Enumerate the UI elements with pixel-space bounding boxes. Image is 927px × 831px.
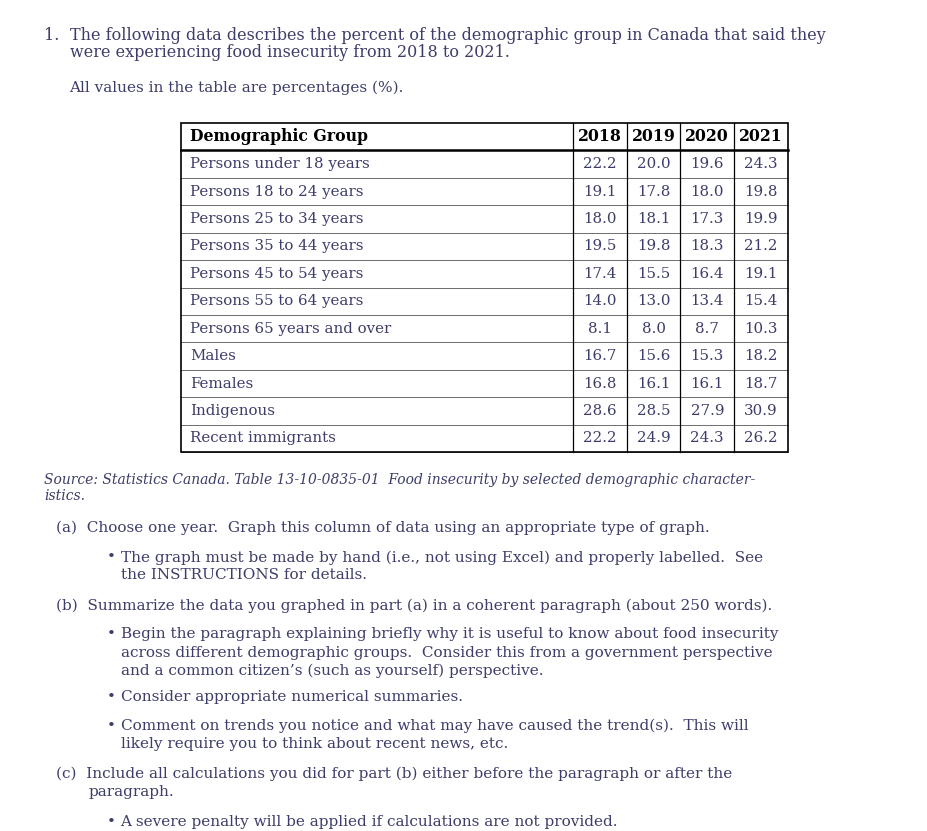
Text: (b)  Summarize the data you graphed in part (a) in a coherent paragraph (about 2: (b) Summarize the data you graphed in pa… [56, 598, 772, 612]
Text: 17.8: 17.8 [637, 184, 670, 199]
Text: 20.0: 20.0 [637, 157, 670, 171]
Text: 28.5: 28.5 [637, 404, 670, 418]
Text: Persons 35 to 44 years: Persons 35 to 44 years [190, 239, 363, 253]
Text: Persons 18 to 24 years: Persons 18 to 24 years [190, 184, 363, 199]
Text: Comment on trends you notice and what may have caused the trend(s).  This will: Comment on trends you notice and what ma… [121, 719, 748, 733]
Text: 18.7: 18.7 [744, 376, 778, 391]
Text: 15.6: 15.6 [637, 349, 670, 363]
Text: •: • [107, 550, 116, 564]
Text: The following data describes the percent of the demographic group in Canada that: The following data describes the percent… [70, 27, 825, 43]
Text: 19.9: 19.9 [744, 212, 778, 226]
Text: 16.8: 16.8 [583, 376, 616, 391]
Text: 24.3: 24.3 [744, 157, 778, 171]
Text: 2018: 2018 [578, 128, 622, 145]
Text: All values in the table are percentages (%).: All values in the table are percentages … [70, 81, 404, 95]
Text: Persons 25 to 34 years: Persons 25 to 34 years [190, 212, 363, 226]
Text: 10.3: 10.3 [744, 322, 778, 336]
Text: 2021: 2021 [739, 128, 783, 145]
Text: Consider appropriate numerical summaries.: Consider appropriate numerical summaries… [121, 690, 463, 704]
Text: 22.2: 22.2 [583, 157, 616, 171]
Text: Source: Statistics Canada. Table 13-10-0835-01  Food insecurity by selected demo: Source: Statistics Canada. Table 13-10-0… [44, 473, 756, 487]
Text: Persons 55 to 64 years: Persons 55 to 64 years [190, 294, 363, 308]
Text: were experiencing food insecurity from 2018 to 2021.: were experiencing food insecurity from 2… [70, 44, 510, 61]
Text: 19.6: 19.6 [691, 157, 724, 171]
Text: 18.0: 18.0 [583, 212, 616, 226]
Text: Recent immigrants: Recent immigrants [190, 431, 336, 445]
Text: (a)  Choose one year.  Graph this column of data using an appropriate type of gr: (a) Choose one year. Graph this column o… [56, 521, 709, 535]
Text: (c)  Include all calculations you did for part (b) either before the paragraph o: (c) Include all calculations you did for… [56, 767, 732, 781]
Text: A severe penalty will be applied if calculations are not provided.: A severe penalty will be applied if calc… [121, 815, 618, 829]
Bar [181, 123, 788, 452]
Text: •: • [107, 627, 116, 642]
Text: 18.3: 18.3 [691, 239, 724, 253]
Text: 18.1: 18.1 [637, 212, 670, 226]
Text: across different demographic groups.  Consider this from a government perspectiv: across different demographic groups. Con… [121, 646, 772, 660]
Text: paragraph.: paragraph. [89, 785, 174, 799]
Text: 19.1: 19.1 [744, 267, 778, 281]
Text: 8.0: 8.0 [641, 322, 666, 336]
Text: 19.8: 19.8 [744, 184, 778, 199]
Text: 24.9: 24.9 [637, 431, 670, 445]
Text: 22.2: 22.2 [583, 431, 616, 445]
Text: Begin the paragraph explaining briefly why it is useful to know about food insec: Begin the paragraph explaining briefly w… [121, 627, 778, 642]
Text: 16.1: 16.1 [691, 376, 724, 391]
Text: 24.3: 24.3 [691, 431, 724, 445]
Text: 16.1: 16.1 [637, 376, 670, 391]
Text: 14.0: 14.0 [583, 294, 616, 308]
Text: Demographic Group: Demographic Group [190, 128, 368, 145]
Text: likely require you to think about recent news, etc.: likely require you to think about recent… [121, 737, 508, 751]
Text: 1.: 1. [44, 27, 60, 43]
Text: 2019: 2019 [631, 128, 676, 145]
Text: Males: Males [190, 349, 235, 363]
Text: 15.4: 15.4 [744, 294, 778, 308]
Text: 8.7: 8.7 [695, 322, 719, 336]
Text: and a common citizen’s (such as yourself) perspective.: and a common citizen’s (such as yourself… [121, 664, 543, 678]
Text: 28.6: 28.6 [583, 404, 616, 418]
Text: the INSTRUCTIONS for details.: the INSTRUCTIONS for details. [121, 568, 366, 583]
Text: 21.2: 21.2 [744, 239, 778, 253]
Text: 19.1: 19.1 [583, 184, 616, 199]
Text: Persons under 18 years: Persons under 18 years [190, 157, 370, 171]
Text: 2020: 2020 [685, 128, 730, 145]
Text: The graph must be made by hand (i.e., not using Excel) and properly labelled.  S: The graph must be made by hand (i.e., no… [121, 550, 763, 564]
Text: 15.5: 15.5 [637, 267, 670, 281]
Text: 30.9: 30.9 [744, 404, 778, 418]
Text: 16.7: 16.7 [583, 349, 616, 363]
Text: 13.4: 13.4 [691, 294, 724, 308]
Text: 15.3: 15.3 [691, 349, 724, 363]
Text: •: • [107, 815, 116, 829]
Text: 26.2: 26.2 [744, 431, 778, 445]
Text: 16.4: 16.4 [691, 267, 724, 281]
Text: 27.9: 27.9 [691, 404, 724, 418]
Text: Persons 65 years and over: Persons 65 years and over [190, 322, 391, 336]
Text: 19.8: 19.8 [637, 239, 670, 253]
Text: Indigenous: Indigenous [190, 404, 275, 418]
Text: •: • [107, 719, 116, 733]
Text: 13.0: 13.0 [637, 294, 670, 308]
Text: istics.: istics. [44, 489, 85, 504]
Text: •: • [107, 690, 116, 704]
Text: 19.5: 19.5 [583, 239, 616, 253]
Text: 18.0: 18.0 [691, 184, 724, 199]
Text: Females: Females [190, 376, 253, 391]
Text: 17.3: 17.3 [691, 212, 724, 226]
Text: 8.1: 8.1 [588, 322, 612, 336]
Text: 17.4: 17.4 [583, 267, 616, 281]
Text: Persons 45 to 54 years: Persons 45 to 54 years [190, 267, 363, 281]
Text: 18.2: 18.2 [744, 349, 778, 363]
